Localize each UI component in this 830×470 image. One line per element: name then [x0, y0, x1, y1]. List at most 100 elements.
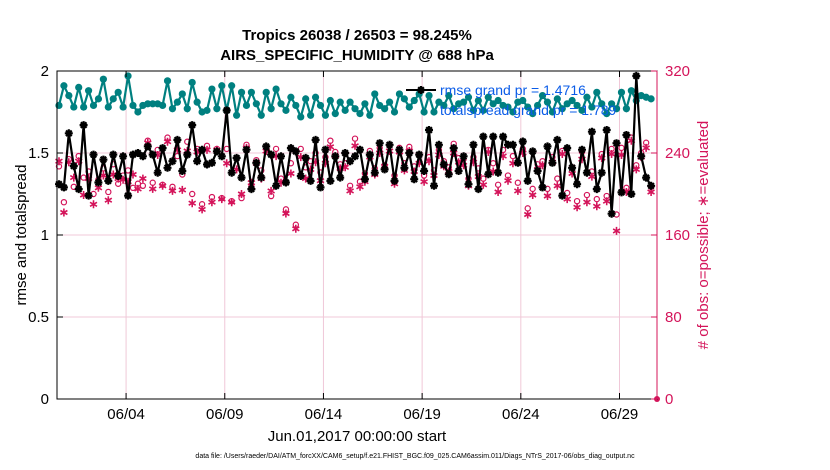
totalspread-point	[608, 100, 616, 108]
rmse-point	[642, 173, 651, 182]
evaluated-obs-point	[168, 186, 177, 195]
axis-ticks: 06/04 06/09 06/14 06/19 06/24 06/29 0 0.5 1 1.5 2 0…	[28, 63, 690, 423]
rmse-point	[143, 142, 152, 151]
totalspread-point	[104, 103, 112, 111]
totalspread-point	[361, 100, 369, 108]
rmse-point	[247, 185, 256, 194]
possible-obs-point	[105, 188, 112, 196]
totalspread-point	[213, 105, 221, 113]
evaluated-obs-point	[558, 150, 567, 158]
totalspread-point	[395, 90, 404, 98]
evaluated-obs-point	[346, 186, 354, 195]
y-tick-label-left: 2	[41, 63, 49, 80]
possible-obs-point	[583, 191, 591, 199]
totalspread-point	[474, 96, 482, 105]
legend: rmse grand pr = 1.4716 totalspread grand…	[406, 82, 617, 118]
totalspread-point	[385, 98, 394, 106]
totalspread-point	[316, 101, 325, 110]
rmse-point	[563, 144, 572, 153]
y-axis-label-right: # of obs: o=possible; ∗=evaluated	[695, 121, 712, 350]
rmse-point	[301, 153, 310, 162]
rmse-point	[592, 185, 601, 194]
totalspread-point	[134, 108, 142, 116]
x-tick-label: 06/09	[206, 406, 244, 423]
totalspread-point	[163, 77, 172, 85]
rmse-point	[356, 145, 364, 154]
totalspread-point	[282, 106, 290, 114]
rmse-point	[272, 181, 281, 190]
rmse-point	[380, 165, 389, 174]
rmse-point	[341, 149, 350, 157]
rmse-point	[114, 172, 123, 180]
totalspread-point	[504, 103, 512, 111]
totalspread-point	[440, 101, 448, 110]
totalspread-point	[568, 96, 576, 105]
totalspread-point	[351, 105, 359, 113]
rmse-point	[94, 178, 103, 187]
evaluated-obs-point	[583, 198, 591, 207]
rmse-point	[158, 144, 167, 153]
rmse-point	[410, 175, 419, 184]
rmse-point	[109, 150, 118, 159]
totalspread-point	[553, 95, 561, 103]
rmse-point	[637, 152, 646, 161]
rmse-point	[64, 129, 73, 138]
rmse-point	[538, 183, 547, 192]
rmse-point	[84, 191, 93, 200]
y-tick-label-left: 0	[41, 391, 49, 408]
totalspread-point	[578, 106, 586, 114]
totalspread-point	[55, 101, 63, 110]
rmse-point	[351, 152, 359, 161]
totalspread-point	[257, 111, 265, 119]
rmse-point	[296, 172, 305, 180]
totalspread-point	[311, 93, 320, 101]
rmse-point	[74, 185, 83, 194]
rmse-point	[617, 188, 626, 197]
evaluated-obs-point	[494, 188, 503, 196]
rmse-point	[612, 139, 621, 148]
rmse-point	[489, 132, 498, 141]
possible-obs-point	[494, 181, 502, 188]
rmse-point	[188, 121, 197, 130]
evaluated-obs-point	[237, 190, 246, 198]
rmse-point	[430, 181, 438, 190]
totalspread-point	[193, 98, 201, 106]
totalspread-point	[603, 110, 611, 118]
totalspread-point	[321, 111, 330, 119]
evaluated-obs-point	[642, 143, 651, 152]
totalspread-point	[425, 92, 433, 100]
evaluated-obs-point	[523, 210, 532, 219]
totalspread-point	[558, 105, 566, 113]
evaluated-obs-point	[178, 185, 187, 194]
y-tick-label-right: 240	[665, 145, 690, 162]
totalspread-point	[529, 110, 537, 118]
totalspread-point	[588, 103, 596, 111]
data-file-footnote: data file: /Users/raeder/DAI/ATM_forcXX/…	[195, 453, 635, 460]
totalspread-point	[228, 82, 236, 90]
rmse-point	[242, 145, 251, 154]
rmse-point	[474, 185, 483, 194]
x-tick-label: 06/14	[305, 406, 343, 423]
totalspread-point	[218, 82, 226, 90]
totalspread-point	[538, 92, 547, 100]
possible-obs-point	[60, 198, 68, 206]
rmse-point	[267, 150, 276, 159]
rmse-point	[207, 158, 216, 167]
evaluated-obs-point	[134, 184, 142, 193]
rmse-point	[518, 137, 527, 146]
possible-obs-point	[593, 195, 601, 203]
rmse-point	[281, 178, 290, 187]
totalspread-point	[75, 83, 83, 91]
possible-obs-point	[351, 135, 359, 142]
x-tick-label: 06/29	[601, 406, 639, 423]
rmse-point	[385, 140, 394, 149]
evaluated-obs-point	[612, 226, 621, 235]
totalspread-point	[479, 106, 487, 114]
totalspread-point	[307, 111, 315, 119]
totalspread-point	[65, 92, 73, 100]
totalspread-point	[60, 82, 68, 90]
x-tick-label: 06/24	[502, 406, 540, 423]
rmse-point	[237, 173, 246, 182]
evaluated-obs-point	[553, 181, 562, 190]
totalspread-point	[262, 88, 270, 96]
